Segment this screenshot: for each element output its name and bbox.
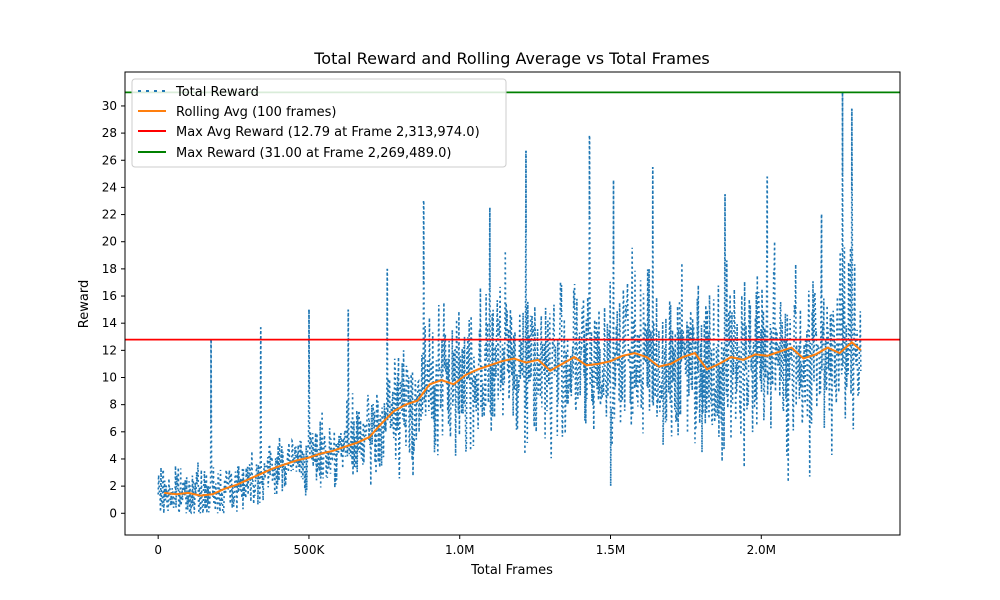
x-tick-label: 2.0M	[747, 543, 776, 557]
y-tick-label: 2	[109, 479, 117, 493]
legend-box	[131, 78, 507, 168]
x-tick-label: 1.5M	[596, 543, 625, 557]
x-tick-label: 0	[154, 543, 162, 557]
y-tick-label: 10	[102, 370, 117, 384]
x-axis-label: Total Frames	[470, 563, 553, 578]
y-tick-label: 18	[102, 262, 117, 276]
y-tick-label: 30	[102, 99, 117, 113]
legend: Total Reward Rolling Avg (100 frames) Ma…	[131, 78, 507, 168]
y-tick-label: 12	[102, 343, 117, 357]
y-tick-label: 22	[102, 208, 117, 222]
y-axis-label: Reward	[77, 280, 92, 328]
y-tick-label: 28	[102, 126, 117, 140]
y-tick-label: 26	[102, 153, 117, 167]
legend-label-total-reward: Total Reward	[175, 85, 259, 100]
y-tick-label: 20	[102, 235, 117, 249]
x-tick-label: 1.0M	[445, 543, 474, 557]
y-tick-label: 6	[109, 425, 117, 439]
chart-title: Total Reward and Rolling Average vs Tota…	[313, 49, 710, 68]
axes-frame	[124, 71, 901, 536]
y-tick-label: 24	[102, 180, 117, 194]
legend-label-rolling-avg: Rolling Avg (100 frames)	[176, 105, 336, 120]
y-tick-label: 16	[102, 289, 117, 303]
x-axis: 0 500K 1.0M 1.5M 2.0M	[154, 535, 776, 557]
y-tick-label: 8	[109, 398, 117, 412]
x-tick-label: 500K	[294, 543, 326, 557]
y-tick-label: 4	[109, 452, 117, 466]
y-tick-label: 14	[102, 316, 117, 330]
series-rolling-avg	[164, 340, 862, 497]
legend-label-max-reward: Max Reward (31.00 at Frame 2,269,489.0)	[176, 146, 451, 161]
series-total-reward	[157, 92, 862, 516]
y-tick-label: 0	[109, 506, 117, 520]
plot-content	[157, 92, 862, 516]
legend-label-max-avg: Max Avg Reward (12.79 at Frame 2,313,974…	[176, 125, 480, 140]
